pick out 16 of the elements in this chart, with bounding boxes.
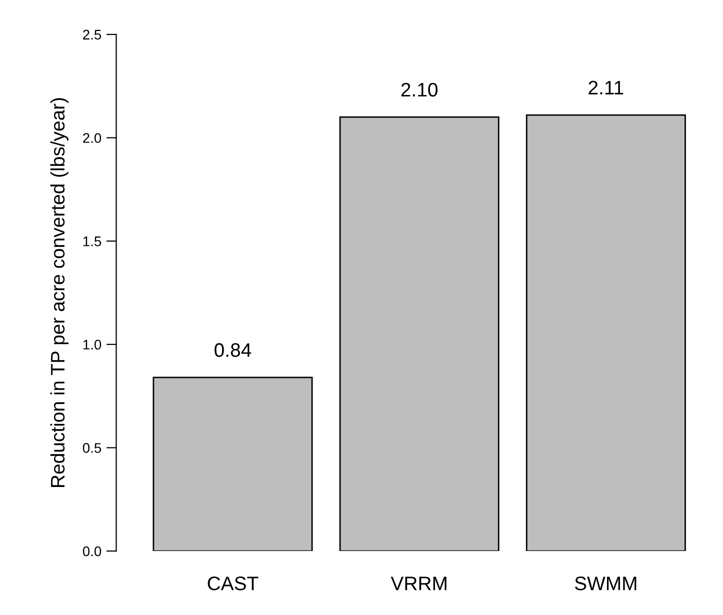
y-tick-label: 1.0 bbox=[83, 340, 102, 350]
y-tick-label: 1.5 bbox=[83, 236, 102, 246]
y-tick-label: 0.5 bbox=[82, 443, 102, 453]
bar bbox=[526, 114, 686, 552]
bar bbox=[152, 376, 313, 552]
data-label: 2.10 bbox=[401, 82, 438, 97]
x-tick-label: CAST bbox=[208, 576, 258, 590]
bar bbox=[339, 116, 500, 552]
data-label: 2.11 bbox=[588, 80, 624, 94]
y-tick-label: 2.5 bbox=[83, 30, 102, 40]
y-tick-label: 2.0 bbox=[83, 133, 102, 143]
x-tick-label: VRRM bbox=[390, 576, 446, 590]
x-tick-label: SWMM bbox=[574, 576, 636, 590]
y-tick-label: 0.0 bbox=[82, 546, 102, 556]
data-label: 0.84 bbox=[214, 343, 252, 357]
y-axis-title: Reduction in TP per acre converted (lbs/year) bbox=[50, 98, 68, 487]
